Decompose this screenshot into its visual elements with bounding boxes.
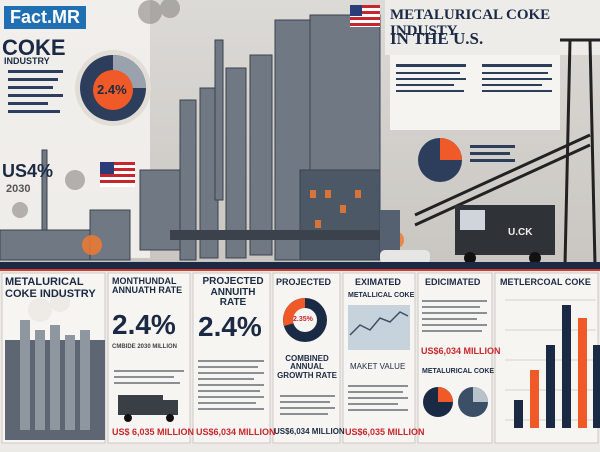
panel-title: MONTHUNDAL ANNUATH RATE [112,276,183,296]
title-line1: METALURICAL COKE INDUSTY [390,7,551,39]
panel-footer: US$6,034 MILLION [196,427,276,437]
left-stat: US4% [2,161,54,181]
donut-label: 2.4% [97,82,127,97]
left-year: 2030 [6,183,31,195]
panel-value: US$6,034 MILLION [421,346,501,356]
truck-label: U.CK [508,227,533,238]
panel-caption: COMBINED ANNUAL GROWTH RATE [277,354,337,380]
panel-title: PROJECTED ANNUITH RATE [202,276,264,308]
title-line2: IN THE U.S. [390,29,484,48]
panel-title: METLERCOAL COKE [500,277,591,287]
panel-title: EXIMATED [355,277,401,287]
logo: Fact.MR [4,6,87,29]
left-title: COKE [2,35,66,60]
panel-footer: US$ 6,035 MILLION [112,427,195,437]
panel-title: METALURICAL COKE INDUSTRY [5,276,96,300]
left-subtitle: INDUSTRY [4,56,50,66]
panel-footer: US$6,035 MILLION [345,427,425,437]
panel-title: EDICIMATED [425,277,481,287]
donut-label: 2.35% [293,316,313,323]
panel-title: PROJECTED [276,277,332,287]
panel-footer: US$6,034 MILLION [274,427,345,436]
panel-caption: MAKET VALUE [350,362,406,371]
panel-subtitle: METALLICAL COKE [348,292,415,299]
panel-value: 2.4% [198,311,262,342]
panel-caption: CMBIDE 2030 MILLION [112,344,178,350]
panel-caption: METALURICAL COKE [422,368,495,375]
panel-value: 2.4% [112,309,176,340]
